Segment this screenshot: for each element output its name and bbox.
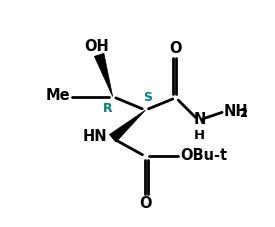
Text: 2: 2	[239, 107, 247, 120]
Text: OH: OH	[84, 39, 109, 54]
Text: R: R	[103, 102, 113, 116]
Text: H: H	[194, 129, 205, 142]
Text: NH: NH	[223, 104, 248, 119]
Text: S: S	[143, 91, 152, 104]
Text: O: O	[170, 41, 182, 56]
Text: N: N	[193, 112, 206, 127]
Text: O: O	[139, 196, 152, 211]
Text: OBu-t: OBu-t	[180, 148, 227, 163]
Polygon shape	[109, 110, 145, 142]
Text: HN: HN	[82, 129, 107, 144]
Text: Me: Me	[45, 88, 70, 103]
Polygon shape	[94, 53, 113, 96]
